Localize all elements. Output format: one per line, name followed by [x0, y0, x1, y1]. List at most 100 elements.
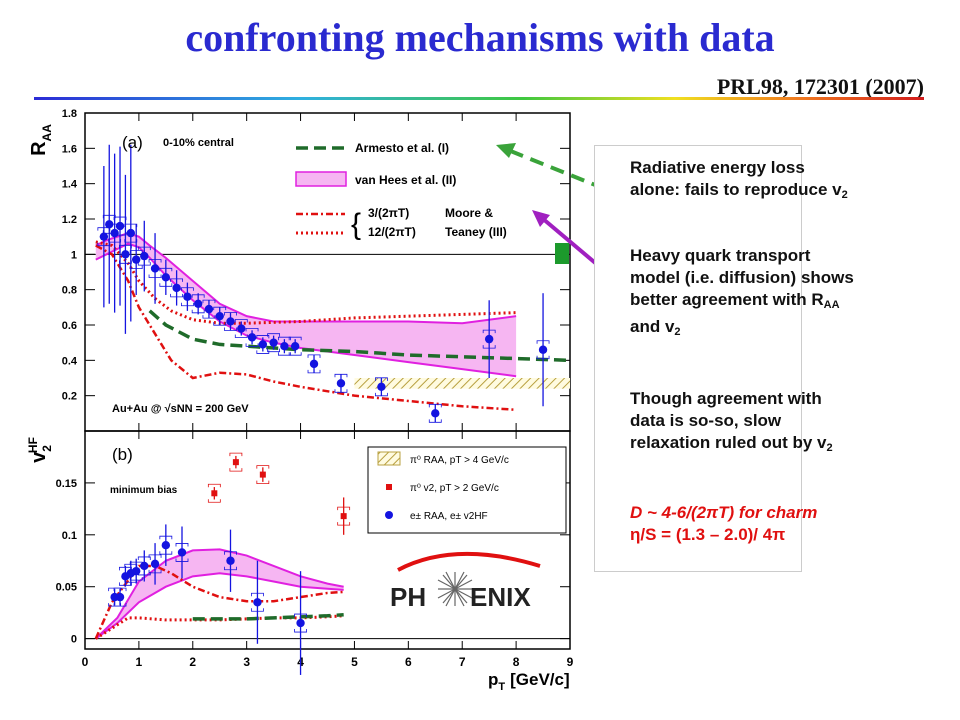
data-point-a-0-9 [161, 273, 171, 282]
data-point-b-0-6 [150, 559, 160, 569]
ytick-label-a-6: 1.4 [62, 179, 78, 191]
sysbracket-b-1-0 [207, 483, 221, 503]
data-point-b-0-11 [296, 618, 305, 628]
system-label: Au+Au @ √sNN = 200 GeV [112, 403, 249, 415]
notes-panel [594, 145, 802, 572]
xtick-label-8: 8 [513, 655, 520, 669]
sysbracket-a-0-27 [536, 340, 550, 360]
sysbracket-b-0-8 [175, 543, 189, 562]
data-point-b-0-10 [253, 598, 262, 607]
x-axis-title: pT [GeV/c] [488, 670, 570, 693]
legend-brace: { [351, 208, 361, 241]
data-point-a-0-6 [131, 255, 141, 264]
sysbracket-a-0-6 [129, 250, 143, 270]
xtick-label-3: 3 [243, 655, 250, 669]
data-point-b-0-9 [226, 556, 235, 565]
legend-teaney-label: Teaney (III) [445, 225, 507, 239]
ytick-label-a-8: 1.8 [62, 108, 77, 120]
legend-pi0-raa-label: π⁰ RAA, pT > 4 GeV/c [410, 455, 509, 466]
note-relaxation-line1: Though agreement with [630, 389, 822, 408]
data-point-a-0-25 [431, 409, 440, 418]
sysbracket-b-1-2 [256, 465, 270, 484]
centrality-label: 0-10% central [163, 137, 234, 149]
sysbracket-a-0-21 [288, 336, 302, 356]
data-point-a-0-21 [290, 342, 300, 351]
y-axis-title-b: v2HF [26, 437, 54, 463]
sysbracket-a-0-16 [234, 319, 248, 338]
sysbracket-b-1-3 [337, 506, 351, 526]
data-point-a-0-11 [183, 292, 192, 301]
xtick-label-0: 0 [82, 655, 89, 669]
ytick-label-b-2: 0.1 [62, 530, 77, 542]
data-point-a-0-5 [126, 228, 136, 238]
data-point-a-0-24 [377, 382, 386, 392]
legend-armesto-label: Armesto et al. (I) [355, 141, 449, 155]
ytick-label-b-3: 0.15 [56, 478, 77, 490]
legend-b: π⁰ RAA, pT > 4 GeV/c π⁰ v2, pT > 2 GeV/c… [367, 446, 567, 534]
data-point-a-0-17 [247, 333, 257, 342]
note-charm-line2: η/S = (1.3 – 2.0)/ 4π [630, 525, 786, 544]
data-point-a-0-15 [226, 317, 235, 326]
legend-vanhees-swatch [295, 171, 347, 187]
sysbracket-a-0-26 [482, 329, 496, 349]
data-point-a-0-27 [538, 345, 548, 354]
data-point-a-0-7 [140, 251, 149, 261]
ytick-label-a-5: 1.2 [62, 214, 77, 226]
sysbracket-a-0-14 [213, 306, 227, 326]
sysbracket-a-0-24 [374, 377, 388, 397]
sysbracket-a-0-13 [202, 299, 216, 319]
data-point-b-1-2 [259, 471, 266, 478]
curve-a-1 [148, 309, 571, 363]
reference-citation: PRL98, 172301 (2007) [716, 74, 924, 99]
data-point-a-0-16 [237, 324, 246, 333]
sysbracket-a-0-11 [180, 287, 194, 307]
arrow-to-vanhees-head [532, 210, 550, 227]
note-transport-line3: better agreement with RAA [630, 290, 840, 311]
sysbracket-a-0-12 [191, 294, 205, 314]
sysbracket-a-0-9 [159, 267, 173, 287]
sysbracket-b-0-11 [294, 613, 307, 633]
vanhees-edge-b-1 [95, 572, 344, 640]
legend-a: Armesto et al. (I) van Hees et al. (II) … [295, 141, 507, 241]
note-charm: D ~ 4-6/(2πT) for charm η/S = (1.3 – 2.0… [630, 502, 950, 546]
data-point-b-0-8 [177, 548, 187, 557]
arrow-to-armesto-head [496, 143, 516, 158]
minimum-bias-label: minimum bias [110, 485, 178, 496]
data-point-a-0-10 [172, 283, 181, 293]
panel-a: 0.2 0.4 0.6 0.8 1 1.2 1.4 1.6 1.8 [62, 108, 571, 431]
data-point-a-0-12 [193, 299, 203, 308]
legend-red-swatch [386, 484, 392, 490]
logo-text-right: ENIX [470, 582, 531, 612]
legend-moore-label: Moore & [445, 206, 493, 220]
xtick-label-9: 9 [567, 655, 574, 669]
curve-b-6 [192, 612, 344, 621]
data-point-b-0-7 [161, 540, 171, 550]
data-point-a-0-2 [110, 228, 119, 238]
ytick-label-b-1: 0.05 [56, 582, 77, 594]
note-radiative-line1: Radiative energy loss [630, 158, 805, 177]
sysbracket-a-0-25 [428, 403, 442, 423]
legend-pi0-v2-label: π⁰ v2, pT > 2 GeV/c [410, 483, 499, 494]
ytick-label-a-0: 0.2 [62, 391, 77, 403]
note-charm-line1: D ~ 4-6/(2πT) for charm [630, 503, 818, 522]
vanhees-band-a [95, 233, 517, 377]
rainbow-divider [34, 97, 924, 100]
note-radiative: Radiative energy loss alone: fails to re… [630, 157, 950, 206]
panel-b-label: (b) [112, 445, 133, 464]
vanhees-edge-b-0 [95, 548, 344, 640]
ytick-label-b-0: 0 [71, 634, 77, 646]
data-point-b-1-0 [211, 490, 218, 497]
y-axis-title-a: RAA [28, 124, 54, 156]
sysbracket-a-0-10 [170, 278, 184, 298]
pi0-raa-band [354, 378, 570, 389]
data-point-a-0-20 [280, 342, 289, 351]
data-point-b-0-5 [140, 561, 149, 571]
xtick-label-2: 2 [189, 655, 196, 669]
ytick-label-a-7: 1.6 [62, 143, 77, 155]
sysbracket-b-0-6 [148, 554, 162, 574]
svg-text:RAA: RAA [28, 124, 54, 156]
sysbracket-a-0-17 [245, 327, 259, 347]
data-point-b-1-1 [232, 459, 239, 466]
note-transport: Heavy quark transport model (i.e. diffus… [630, 245, 950, 343]
